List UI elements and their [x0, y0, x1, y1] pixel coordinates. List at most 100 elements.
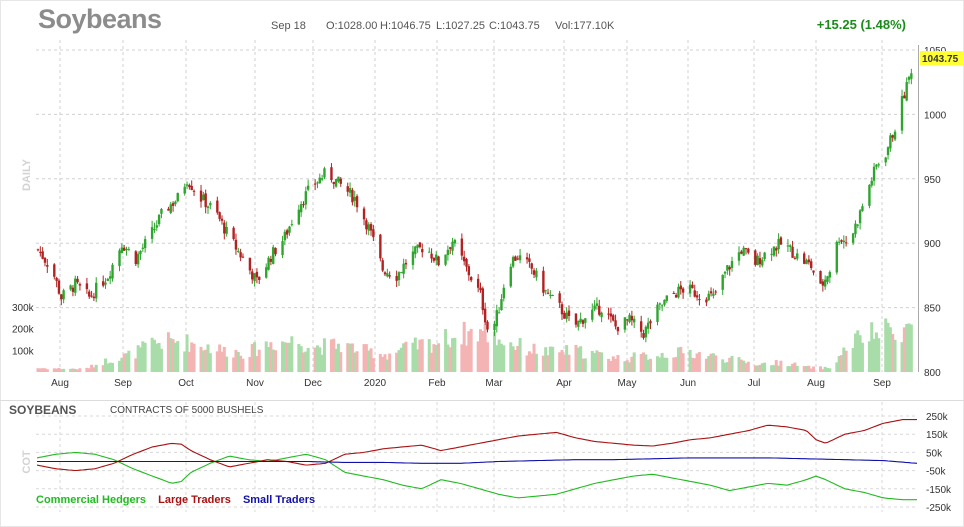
volume-bar	[446, 344, 450, 372]
daily-side-label: DAILY	[21, 158, 33, 191]
candle-body	[835, 241, 839, 273]
volume-bar	[157, 343, 161, 372]
candle-body	[108, 276, 112, 279]
volume-bar	[381, 356, 385, 372]
volume-bar	[476, 341, 480, 372]
volume-bar	[288, 342, 292, 372]
cot-y-tick: -50k	[926, 467, 946, 478]
price-y-tick: 1000	[924, 110, 947, 121]
candle-body	[253, 273, 256, 282]
cot-y-tick: -250k	[926, 503, 952, 514]
candle-body	[630, 315, 634, 321]
volume-bar	[313, 347, 317, 372]
volume-bar	[283, 342, 287, 372]
volume-bar	[756, 365, 760, 372]
candle-body	[495, 310, 498, 327]
volume-bar	[220, 351, 224, 372]
candle-body	[542, 270, 545, 293]
candle-body	[509, 266, 512, 287]
volume-bar	[413, 337, 417, 372]
candle-body	[74, 278, 77, 293]
candle-body	[462, 256, 466, 262]
x-tick-label: Aug	[51, 378, 69, 389]
volume-bar	[567, 354, 571, 372]
volume-bar	[274, 350, 278, 372]
volume-bar	[802, 366, 806, 372]
volume-bar	[565, 345, 569, 372]
volume-bar	[642, 352, 646, 372]
volume-bar	[874, 332, 878, 372]
candle-body	[600, 312, 603, 318]
quote-high: H:1046.75	[380, 20, 431, 32]
volume-bar	[590, 350, 594, 372]
volume-bar	[250, 343, 254, 372]
volume-bar	[688, 349, 692, 372]
volume-bar	[336, 343, 340, 372]
volume-bar	[842, 347, 846, 372]
candle-body	[320, 178, 324, 180]
candle-body	[78, 284, 82, 286]
candle-body	[663, 299, 666, 305]
candle-body	[404, 262, 408, 265]
candle-body	[910, 73, 913, 79]
volume-bar	[118, 360, 122, 372]
volume-bar	[779, 360, 783, 372]
candle-body	[679, 285, 682, 290]
candle-body	[334, 178, 338, 187]
volume-bar	[322, 338, 326, 372]
candle-body	[791, 246, 794, 258]
volume-bar	[143, 342, 147, 372]
candle-body	[497, 312, 501, 314]
volume-bar	[232, 357, 236, 372]
candle-body	[418, 242, 422, 248]
candle-body	[41, 251, 44, 259]
candle-body	[577, 320, 580, 327]
candle-body	[95, 282, 98, 299]
volume-bar	[362, 344, 366, 372]
volume-bar	[812, 366, 816, 372]
volume-bar	[837, 356, 841, 372]
volume-bar	[870, 322, 874, 372]
volume-bar	[478, 329, 482, 372]
volume-bar	[828, 368, 832, 372]
quote-date: Sep 18	[271, 20, 306, 32]
volume-bar	[444, 329, 448, 372]
volume-bar	[192, 343, 196, 372]
candle-body	[167, 208, 170, 211]
candle-body	[681, 288, 685, 293]
volume-bar	[744, 363, 748, 372]
volume-bar	[630, 356, 634, 372]
x-tick-label: Jul	[748, 378, 761, 389]
candle-body	[851, 233, 855, 243]
candle-body	[255, 271, 259, 278]
volume-bar	[909, 324, 913, 372]
candle-body	[560, 304, 564, 315]
volume-bar	[36, 368, 40, 372]
volume-bar	[437, 343, 441, 372]
volume-bar	[108, 362, 112, 372]
volume-bar	[138, 347, 142, 372]
volume-bar	[902, 327, 906, 372]
candle-body	[234, 239, 238, 250]
volume-bar	[155, 343, 159, 372]
volume-bar	[639, 353, 643, 372]
candle-body	[646, 322, 650, 329]
candle-body	[893, 131, 897, 140]
volume-bar	[872, 338, 876, 372]
volume-bar	[548, 346, 552, 372]
quote-open: O:1028.00	[326, 20, 378, 32]
candle-body	[346, 186, 349, 192]
candle-body	[609, 313, 613, 317]
candle-body	[616, 326, 620, 332]
candle-body	[421, 249, 424, 253]
candle-body	[209, 202, 212, 206]
volume-bar	[516, 345, 520, 372]
candle-body	[518, 255, 522, 261]
candle-body	[551, 294, 554, 296]
x-tick-label: Oct	[178, 378, 194, 389]
candle-body	[367, 224, 370, 231]
volume-bar	[690, 357, 694, 372]
candle-body	[206, 206, 210, 209]
candle-body	[265, 267, 268, 278]
volume-bar	[739, 359, 743, 372]
